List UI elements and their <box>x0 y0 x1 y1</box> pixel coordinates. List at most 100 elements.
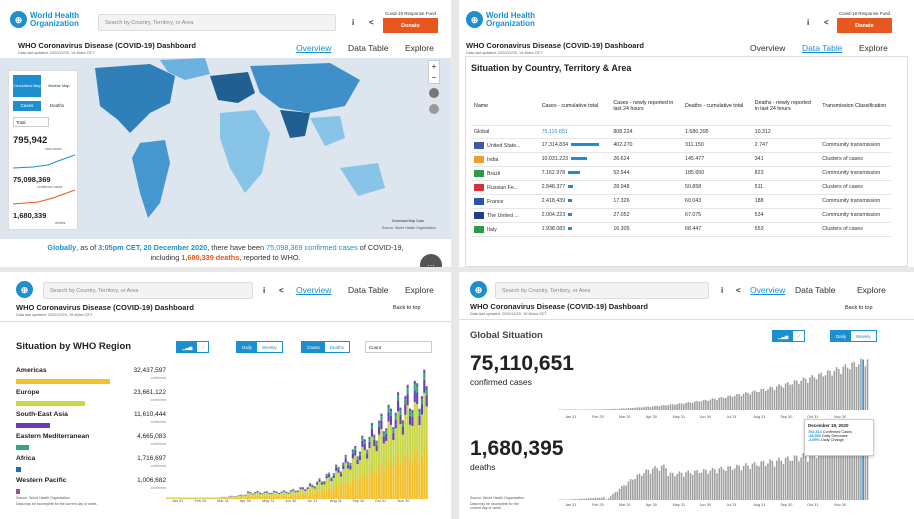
table-row[interactable]: United State... 17.314.834 402.270 311.150 2… <box>471 138 891 153</box>
nav-data-table[interactable]: Data Table <box>795 285 836 295</box>
circulation-map-button[interactable]: Circulation Map <box>13 75 41 97</box>
region-row[interactable]: Western Pacific 1,006,682 confirmed <box>16 477 166 494</box>
region-row[interactable]: Africa 1,716,697 confirmed <box>16 455 166 472</box>
table-row-global[interactable]: Global 75.110.651 808.224 1.680.395 10.3… <box>471 125 891 139</box>
daily-option[interactable]: Daily <box>237 342 258 352</box>
share-icon[interactable]: < <box>369 18 374 27</box>
search-input[interactable]: Search by Country, Territory, or Area <box>495 282 709 299</box>
region-bar-segment <box>411 425 414 462</box>
daily-bar <box>572 499 574 500</box>
chat-icon[interactable]: … <box>420 254 442 267</box>
region-bar-segment <box>213 497 216 499</box>
daily-bar <box>802 453 805 500</box>
daily-bar <box>864 366 867 410</box>
table-row[interactable]: The United ... 2.004.223 27.052 67.075 534 Co… <box>471 208 891 223</box>
region-bar-segment <box>330 477 333 479</box>
nav-data-table[interactable]: Data Table <box>348 43 389 53</box>
who-logo-mini[interactable]: ⊕ <box>470 281 487 298</box>
nav-data-table[interactable]: Data Table <box>348 285 389 295</box>
nav-explore[interactable]: Explore <box>859 43 888 53</box>
nav-overview[interactable]: Overview <box>296 43 332 53</box>
nav-explore[interactable]: Explore <box>405 43 434 53</box>
bar-chart-icon[interactable]: ▁▃▅ <box>773 331 794 341</box>
region-row[interactable]: South-East Asia 11,610,444 confirmed <box>16 411 166 428</box>
download-map-data[interactable]: Download Map Data <box>392 219 424 223</box>
who-logo-mini[interactable]: ⊕ <box>16 281 33 298</box>
line-chart-icon[interactable]: ⁄ <box>798 334 800 339</box>
period-toggle[interactable]: Daily Weekly <box>830 330 877 342</box>
daily-bar <box>590 409 592 410</box>
nav-overview[interactable]: Overview <box>750 285 786 295</box>
info-icon[interactable]: i <box>263 286 266 295</box>
globe-view-icon[interactable] <box>429 88 439 98</box>
back-to-top[interactable]: Back to top <box>845 305 873 311</box>
nav-data-table[interactable]: Data Table <box>802 43 843 53</box>
map-area[interactable]: Circulation Map Bubble Map Cases Deaths … <box>0 58 451 239</box>
col-transmission[interactable]: Transmission Classification <box>819 87 891 126</box>
region-bar-segment <box>361 437 364 441</box>
table-row[interactable]: India 10.031.223 26.624 145.477 341 Clusters … <box>471 152 891 167</box>
zoom-in-icon[interactable]: + <box>431 62 437 71</box>
donate-button[interactable]: Donate <box>383 18 438 33</box>
deaths-option[interactable]: Deaths <box>329 345 345 350</box>
who-logo[interactable]: ⊕ World Health Organization <box>10 11 79 28</box>
measure-select[interactable]: Count <box>365 341 432 353</box>
region-source: Source: World Health Organization <box>16 496 71 500</box>
zoom-out-icon[interactable]: − <box>431 73 437 82</box>
chart-type-toggle[interactable]: ▁▃▅ ⁄ <box>176 341 210 353</box>
back-to-top[interactable]: Back to top <box>393 305 421 311</box>
table-row[interactable]: Russian Fe... 2.848.377 28.948 50.858 511 Clu… <box>471 180 891 195</box>
table-row[interactable]: Italy 1.938.083 16.305 68.447 553 Clusters of… <box>471 222 891 237</box>
nav-overview[interactable]: Overview <box>750 43 786 53</box>
nav-overview[interactable]: Overview <box>296 285 332 295</box>
region-bar-segment <box>366 478 369 499</box>
period-select[interactable]: Total <box>13 117 49 127</box>
region-bar-segment <box>251 494 254 497</box>
who-logo[interactable]: ⊕ World Health Organization <box>466 11 535 28</box>
col-name[interactable]: Name <box>471 87 539 126</box>
cell-new: 52.544 <box>610 166 683 181</box>
zoom-controls[interactable]: + − <box>428 60 440 84</box>
region-row[interactable]: Europe 23,661,122 confirmed <box>16 389 166 406</box>
bubble-map-button[interactable]: Bubble Map <box>48 83 70 88</box>
search-input[interactable]: Search by Country, Territory, or Area <box>43 282 253 299</box>
line-chart-icon[interactable]: ⁄ <box>202 345 204 350</box>
share-icon[interactable]: < <box>736 286 741 295</box>
region-bar-segment <box>185 498 188 499</box>
col-deaths-new[interactable]: Deaths - newly reported in last 24 hours <box>751 87 820 126</box>
table-row[interactable]: France 2.418.439 17.326 60.043 188 Community … <box>471 194 891 209</box>
info-icon[interactable]: i <box>352 18 355 27</box>
daily-option[interactable]: Daily <box>831 331 852 341</box>
period-toggle[interactable]: Daily Weekly <box>236 341 283 353</box>
col-cases-total[interactable]: Cases - cumulative total <box>538 87 611 126</box>
reset-view-icon[interactable] <box>429 104 439 114</box>
region-row[interactable]: Americas 32,437,597 confirmed <box>16 367 166 384</box>
cases-tab[interactable]: Cases <box>13 101 41 111</box>
share-icon[interactable]: < <box>279 286 284 295</box>
metric-toggle[interactable]: Cases Deaths <box>301 341 351 353</box>
cases-option[interactable]: Cases <box>302 342 325 352</box>
col-deaths-total[interactable]: Deaths - cumulative total <box>682 87 752 126</box>
donate-button[interactable]: Donate <box>837 18 892 33</box>
daily-bar <box>722 397 725 410</box>
share-icon[interactable]: < <box>824 18 829 27</box>
weekly-option[interactable]: Weekly <box>262 345 277 350</box>
table-row[interactable]: Brazil 7.162.978 52.544 185.650 823 Community… <box>471 166 891 181</box>
info-icon[interactable]: i <box>721 286 724 295</box>
chart-type-toggle[interactable]: ▁▃▅ ⁄ <box>772 330 806 342</box>
info-icon[interactable]: i <box>807 18 810 27</box>
region-bar-segment <box>411 461 414 499</box>
search-input[interactable]: Search by Country, Territory, or Area <box>98 14 336 31</box>
region-bar-segment <box>363 439 366 441</box>
weekly-option[interactable]: Weekly <box>856 334 871 339</box>
bar-chart-icon[interactable]: ▁▃▅ <box>177 342 198 352</box>
flag-icon <box>474 183 484 191</box>
nav-explore[interactable]: Explore <box>857 285 886 295</box>
deaths-tab[interactable]: Deaths <box>49 103 65 108</box>
col-cases-new[interactable]: Cases - newly reported in last 24 hours <box>610 87 683 126</box>
confirmed-sparkline <box>13 189 75 205</box>
daily-bar <box>807 382 809 410</box>
nav-explore[interactable]: Explore <box>405 285 434 295</box>
cell-deaths: 67.075 <box>682 208 752 223</box>
region-row[interactable]: Eastern Mediterranean 4,665,083 confirme… <box>16 433 166 450</box>
